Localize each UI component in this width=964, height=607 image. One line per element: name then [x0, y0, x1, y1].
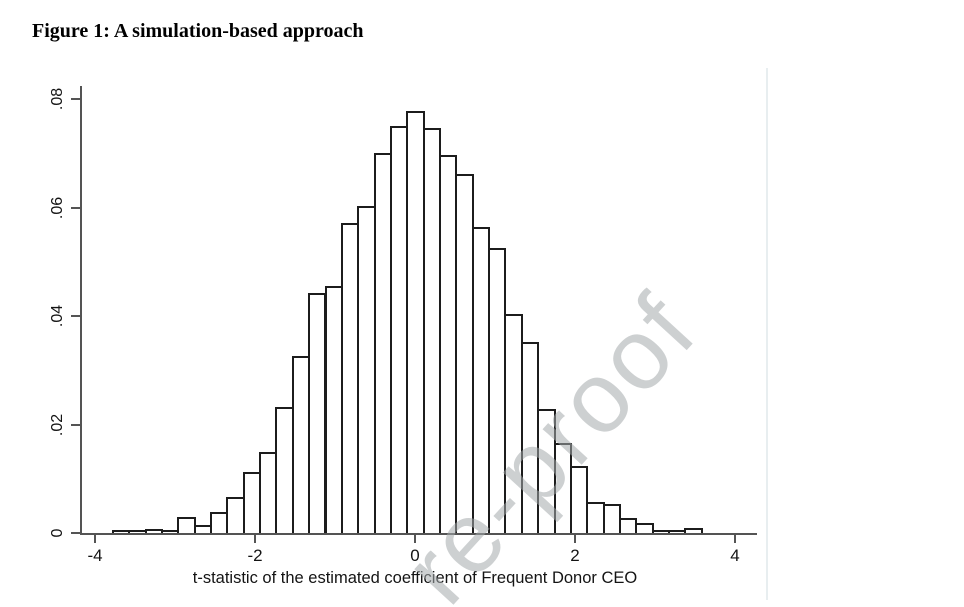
x-axis-line: [80, 533, 757, 535]
x-axis-tick: [734, 535, 736, 543]
y-tick-label: .08: [49, 87, 66, 111]
x-tick-label: 0: [410, 546, 420, 565]
x-tick-label: 4: [730, 546, 740, 565]
y-axis-tick: [71, 423, 80, 426]
y-tick-label: .04: [49, 304, 66, 328]
y-tick-label: .06: [49, 196, 66, 219]
x-axis-title: t-statistic of the estimated coefficient…: [192, 569, 638, 587]
histogram-bar: [635, 523, 654, 533]
histogram-bar: [684, 527, 703, 533]
y-axis-tick: [71, 206, 80, 209]
y-axis-tick: [71, 98, 80, 100]
y-axis-line: [80, 86, 82, 535]
x-tick-label: -4: [87, 546, 103, 565]
x-axis-tick: [94, 535, 96, 543]
y-axis-tick: [71, 315, 80, 317]
x-axis-tick: [254, 535, 256, 543]
x-tick-label: -2: [247, 546, 263, 565]
x-axis-tick: [414, 535, 416, 543]
y-tick-label: 0: [49, 528, 66, 538]
histogram-bar: [569, 465, 589, 533]
y-axis-tick: [71, 532, 80, 534]
page-edge-line: [766, 68, 768, 600]
x-axis-tick: [574, 535, 576, 543]
figure-title: Figure 1: A simulation-based approach: [32, 20, 364, 42]
y-tick-label: .02: [49, 413, 66, 436]
x-tick-label: 2: [570, 546, 580, 565]
